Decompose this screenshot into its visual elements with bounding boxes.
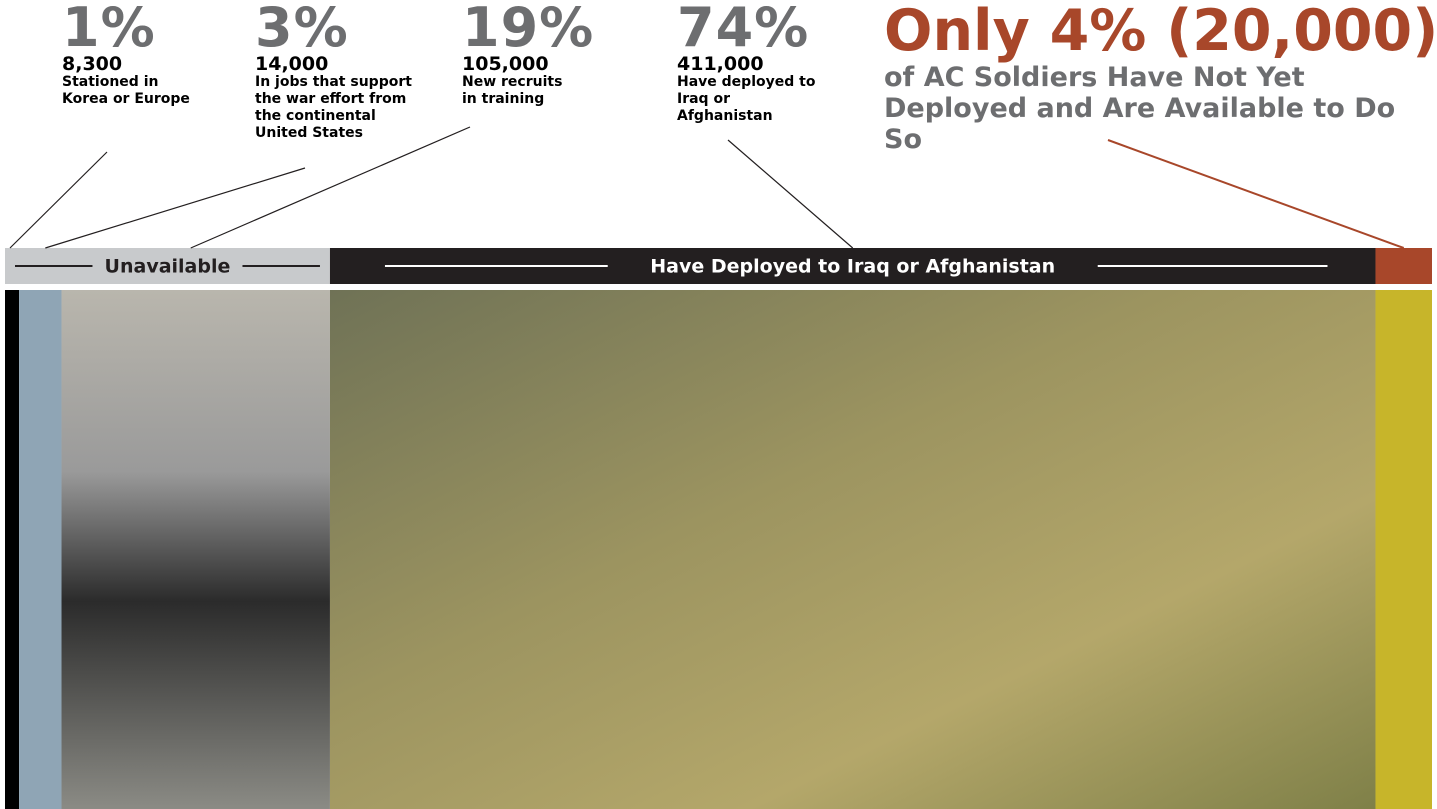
callout-percent: 3% bbox=[255, 2, 425, 54]
band-label: Unavailable bbox=[105, 256, 231, 278]
leader-line bbox=[191, 127, 470, 248]
leader-line bbox=[728, 140, 853, 248]
leader-line bbox=[1108, 140, 1404, 248]
callout-percent: 19% bbox=[462, 2, 572, 54]
leader-line bbox=[45, 168, 305, 248]
band-label: Have Deployed to Iraq or Afghanistan bbox=[650, 256, 1055, 278]
segments bbox=[5, 290, 1432, 809]
callout-description: In jobs that support the war effort from… bbox=[255, 74, 425, 142]
segment bbox=[62, 290, 330, 809]
headline: Only 4% (20,000) of AC Soldiers Have Not… bbox=[884, 0, 1424, 155]
headline-title: Only 4% (20,000) bbox=[884, 0, 1424, 62]
band-header: Unavailable Have Deployed to Iraq or Afgh… bbox=[5, 248, 1432, 284]
callout-percent: 1% bbox=[62, 2, 202, 54]
segment bbox=[19, 290, 61, 809]
segment bbox=[5, 290, 19, 809]
segment bbox=[330, 290, 1376, 809]
band-available bbox=[1375, 248, 1432, 284]
callout-description: Have deployed to Iraq or Afghanistan bbox=[677, 74, 817, 125]
segment bbox=[1375, 290, 1432, 809]
callout-description: New recruits in training bbox=[462, 74, 572, 108]
page: Unavailable Have Deployed to Iraq or Afgh… bbox=[0, 0, 1437, 809]
headline-subtitle: of AC Soldiers Have Not Yet Deployed and… bbox=[884, 62, 1404, 155]
callout-description: Stationed in Korea or Europe bbox=[62, 74, 202, 108]
callout-percent: 74% bbox=[677, 2, 817, 54]
